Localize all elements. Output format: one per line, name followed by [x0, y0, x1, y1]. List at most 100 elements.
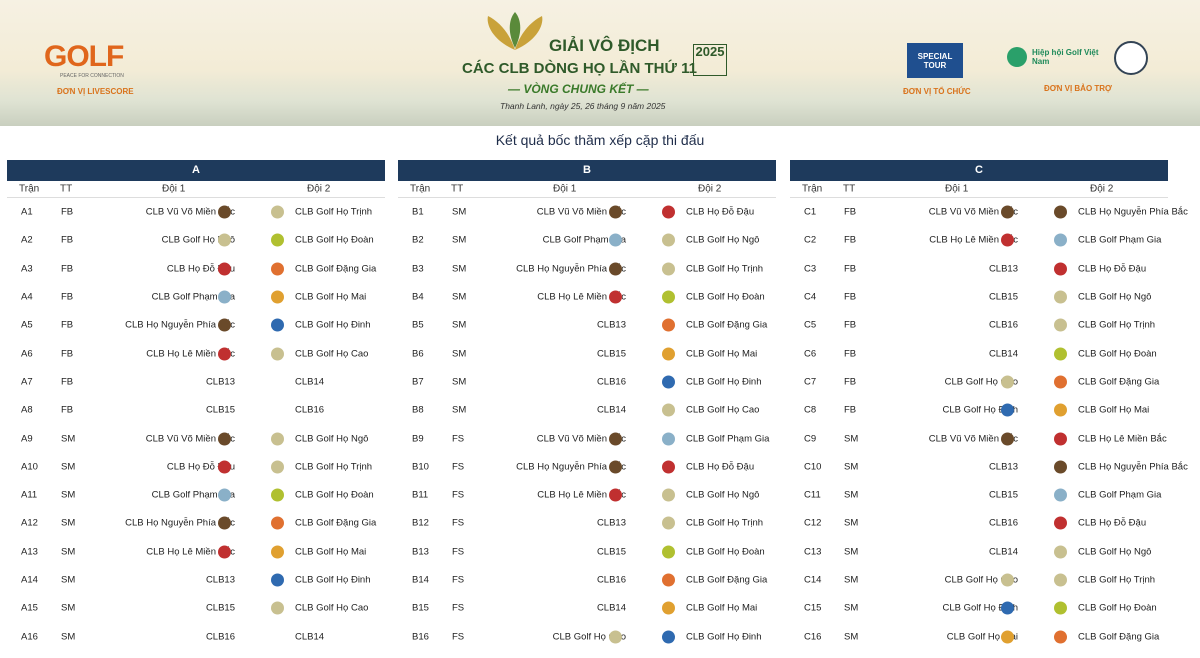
match-row: A15 SM CLB15 CLB Golf Họ Cao: [7, 594, 385, 622]
column-label: Đội 1: [553, 183, 577, 195]
match-id: A3: [21, 263, 33, 275]
match-id: A12: [21, 517, 38, 529]
format: SM: [452, 206, 467, 218]
team-1: CLB15: [205, 602, 235, 614]
team-icon: [1054, 488, 1067, 502]
match-row: C5 FB CLB16 CLB Golf Họ Trịnh: [790, 311, 1168, 339]
match-row: C10 SM CLB13 CLB Họ Nguyễn Phía Bắc: [790, 453, 1188, 481]
team-icon: [1001, 403, 1014, 417]
match-id: C6: [804, 348, 817, 360]
match-row: C1 FB CLB Vũ Võ Miền Bắc CLB Họ Nguyễn Phía…: [790, 198, 1188, 226]
format: SM: [452, 404, 467, 416]
team-icon: [218, 516, 231, 530]
format: FB: [844, 319, 857, 331]
team-icon: [271, 290, 284, 304]
match-id: A10: [21, 461, 38, 473]
team-1: CLB14: [596, 404, 626, 416]
format: FB: [844, 291, 857, 303]
match-id: A5: [21, 319, 33, 331]
match-id: B1: [412, 206, 424, 218]
match-row: B3 SM CLB Họ Nguyễn Phía Bắc CLB Golf Họ Tr…: [398, 255, 776, 283]
match-id: C3: [804, 263, 817, 275]
logo: GOLF: [44, 40, 124, 73]
team-icon: [609, 488, 622, 502]
team-1: CLB16: [988, 319, 1018, 331]
match-row: A10 SM CLB Họ Đỗ Đậu CLB Golf Họ Trịnh: [7, 453, 385, 481]
format: FB: [844, 263, 857, 275]
team-icon: [662, 290, 675, 304]
match-row: A7 FB CLB13 CLB14: [7, 368, 385, 396]
team-2: CLB Golf Họ Trịnh: [295, 206, 373, 218]
match-id: A1: [21, 206, 33, 218]
format: FB: [844, 206, 857, 218]
group-header: B: [398, 160, 776, 181]
team-1: CLB Golf Họ Mai: [946, 631, 1018, 643]
match-id: B5: [412, 319, 424, 331]
team-icon: [1054, 205, 1067, 219]
team-1: CLB16: [205, 631, 235, 643]
format: FB: [61, 206, 74, 218]
match-id: C2: [804, 234, 817, 246]
lotus-icon: [487, 12, 543, 50]
team-1: CLB Golf Họ Cao: [944, 574, 1018, 586]
team-2: CLB Golf Họ Đoàn: [295, 489, 374, 501]
team-icon: [662, 601, 675, 615]
team-2: CLB Golf Họ Đinh: [686, 376, 762, 388]
format: FB: [844, 348, 857, 360]
format: SM: [452, 291, 467, 303]
match-id: B13: [412, 546, 429, 558]
team-icon: [1054, 460, 1067, 474]
team-1: CLB Vũ Võ Miền Bắc: [145, 433, 235, 445]
team-2: CLB Golf Họ Cao: [686, 404, 760, 416]
team-1: CLB13: [988, 263, 1018, 275]
match-row: C6 FB CLB14 CLB Golf Họ Đoàn: [790, 339, 1168, 367]
match-id: A4: [21, 291, 33, 303]
team-icon: [1001, 573, 1014, 587]
team-icon: [1001, 601, 1014, 615]
team-1: CLB15: [988, 291, 1018, 303]
team-1: CLB Họ Nguyễn Phía Bắc: [125, 319, 235, 331]
match-row: A1 FB CLB Vũ Võ Miền Bắc CLB Golf Họ Trịnh: [7, 198, 385, 226]
team-2: CLB Golf Họ Mai: [686, 602, 758, 614]
match-id: B12: [412, 517, 429, 529]
team-1: CLB Vũ Võ Miền Bắc: [536, 433, 626, 445]
team-2: CLB Golf Họ Đinh: [295, 319, 371, 331]
match-id: A7: [21, 376, 33, 388]
team-icon: [1054, 432, 1067, 446]
team-1: CLB16: [596, 376, 626, 388]
format: SM: [61, 546, 76, 558]
team-2: CLB Golf Họ Đinh: [295, 574, 371, 586]
format: FB: [61, 348, 74, 360]
match-id: C7: [804, 376, 817, 388]
column-label: Đội 1: [945, 183, 969, 195]
format: FB: [61, 376, 74, 388]
team-2: CLB Golf Đặng Gia: [295, 263, 377, 275]
match-id: A16: [21, 631, 38, 643]
match-id: C13: [804, 546, 822, 558]
format: SM: [844, 574, 859, 586]
format: FS: [452, 631, 465, 643]
team-icon: [1001, 630, 1014, 644]
team-icon: [662, 545, 675, 559]
match-row: A11 SM CLB Golf Phạm Gia CLB Golf Họ Đoàn: [7, 481, 385, 509]
match-id: A9: [21, 433, 33, 445]
match-row: C2 FB CLB Họ Lê Miền Bắc CLB Golf Phạm Gia: [790, 226, 1168, 254]
team-1: CLB Họ Lê Miền Bắc: [146, 546, 235, 558]
match-row: C4 FB CLB15 CLB Golf Họ Ngô: [790, 283, 1168, 311]
format: FS: [452, 489, 465, 501]
team-icon: [609, 262, 622, 276]
match-id: C15: [804, 602, 822, 614]
label: ĐƠN VỊ TỔ CHỨC: [903, 87, 971, 96]
team-icon: [1054, 403, 1067, 417]
team-1: CLB Golf Họ Cao: [552, 631, 626, 643]
team-1: CLB Họ Nguyễn Phía Bắc: [516, 263, 626, 275]
team-2: CLB Golf Phạm Gia: [686, 433, 770, 445]
team-1: CLB Golf Phạm Gia: [151, 489, 235, 501]
team-1: CLB Vũ Võ Miền Bắc: [928, 433, 1018, 445]
team-1: CLB Họ Nguyễn Phía Bắc: [516, 461, 626, 473]
team-2: CLB Golf Họ Trịnh: [1078, 319, 1156, 331]
team-icon: [1054, 347, 1067, 361]
match-id: A8: [21, 404, 33, 416]
match-row: A5 FB CLB Họ Nguyễn Phía Bắc CLB Golf Họ Đi…: [7, 311, 385, 339]
team-icon: [662, 460, 675, 474]
